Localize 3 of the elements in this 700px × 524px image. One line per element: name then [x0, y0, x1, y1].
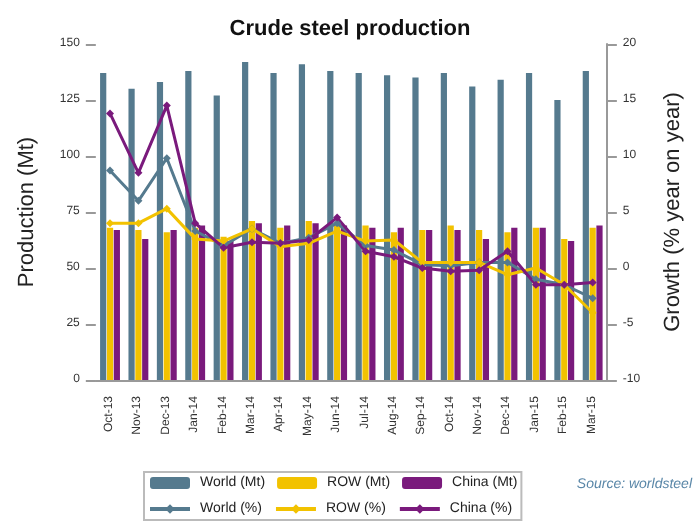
- y2-axis-title: Growth (% year on year): [661, 92, 685, 332]
- y-axis-title: Production (Mt): [15, 136, 39, 288]
- chart-title: Crude steel production: [229, 17, 471, 41]
